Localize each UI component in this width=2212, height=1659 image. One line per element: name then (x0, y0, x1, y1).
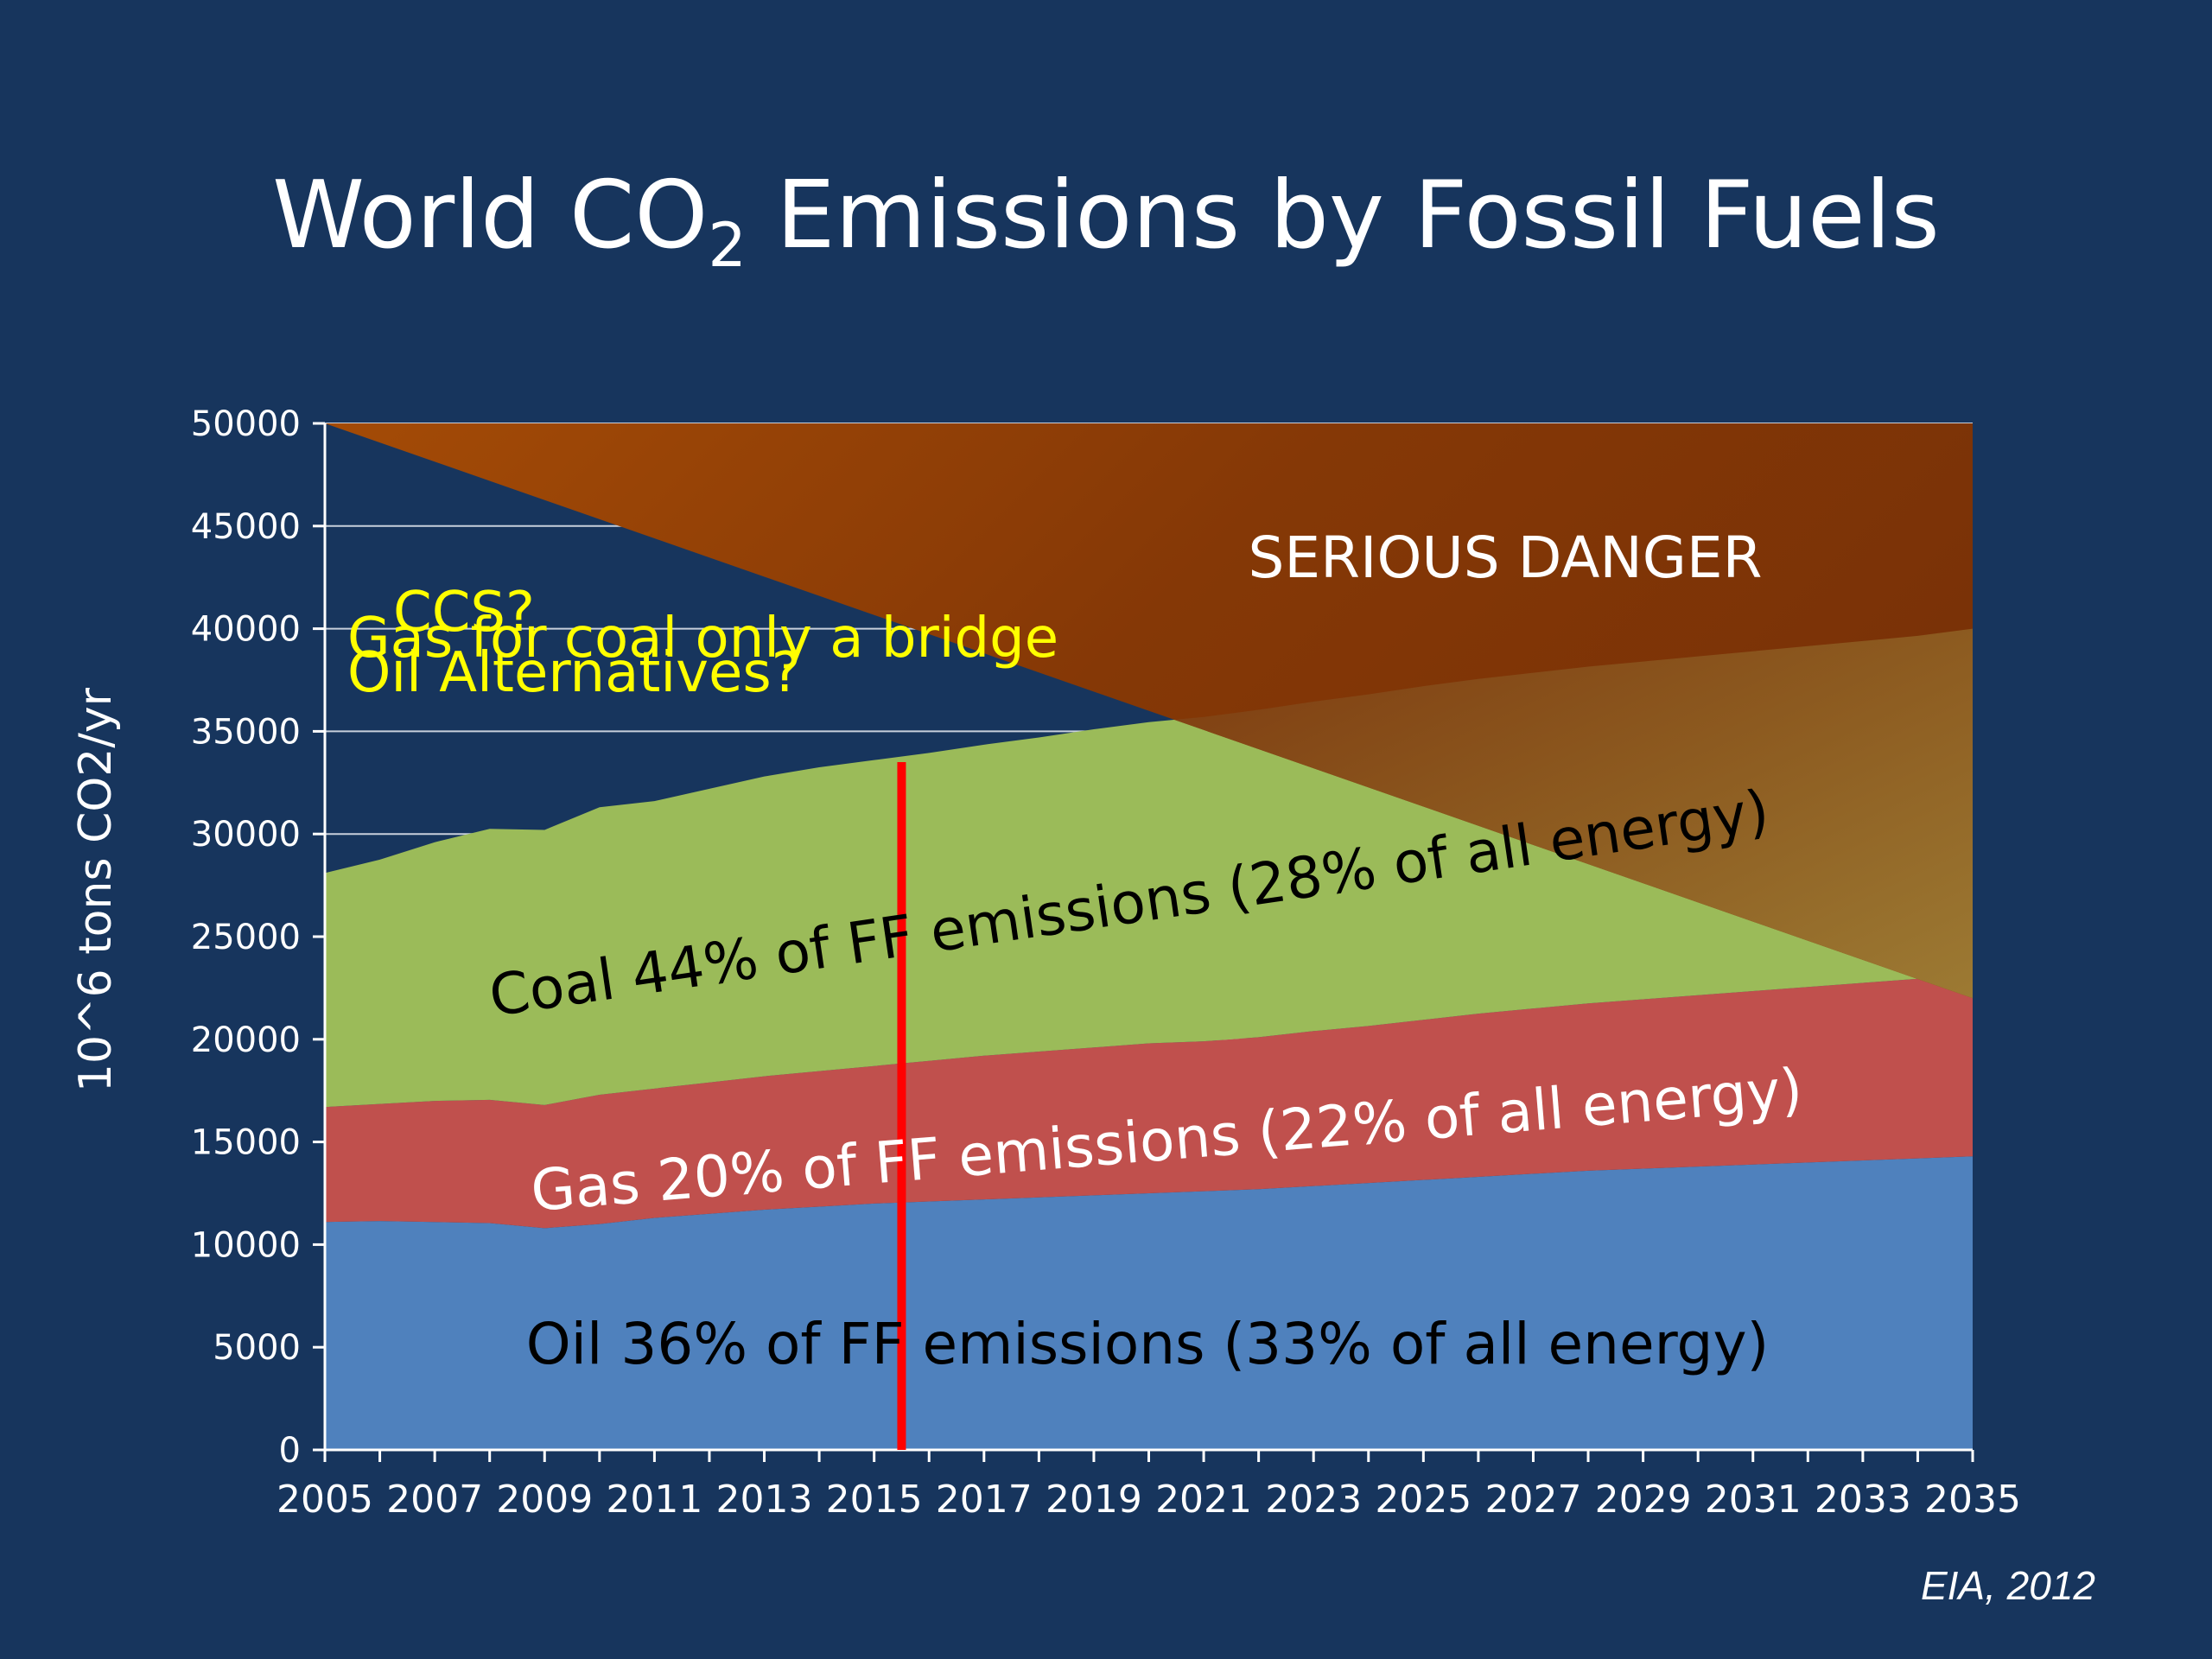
danger-region (325, 423, 1973, 999)
x-tick-label: 2019 (1046, 1478, 1142, 1522)
x-tick-label: 2025 (1375, 1478, 1471, 1522)
oil-alternatives-annotation: Oil Alternatives? (347, 641, 801, 705)
y-axis-label: 10^6 tons CO2/yr (70, 687, 122, 1092)
page-title: World CO2 Emissions by Fossil Fuels (0, 160, 2212, 276)
y-tick-label: 10000 (191, 1225, 301, 1265)
x-tick-label: 2029 (1595, 1478, 1692, 1522)
x-tick-label: 2015 (826, 1478, 923, 1522)
area-gas (325, 973, 1973, 1229)
y-tick-label: 50000 (191, 404, 301, 444)
y-tick-label: 40000 (191, 610, 301, 650)
y-tick-label: 5000 (213, 1328, 301, 1368)
y-tick-label: 30000 (191, 815, 301, 855)
series-areas (325, 628, 1973, 1450)
x-tick-label: 2023 (1265, 1478, 1362, 1522)
danger-zone (325, 423, 1973, 999)
title-rest: Emissions by Fossil Fuels (746, 162, 1940, 270)
x-tick-label: 2031 (1705, 1478, 1802, 1522)
x-tick-label: 2027 (1484, 1478, 1581, 1522)
danger-annotation: SERIOUS DANGER (1249, 524, 1763, 591)
title-subscript: 2 (708, 210, 747, 281)
x-tick-label: 2005 (276, 1478, 373, 1522)
y-tick-label: 0 (279, 1431, 301, 1471)
source-citation: EIA, 2012 (1920, 1563, 2095, 1608)
axes: 0 5000 10000 15000 20000 25000 30000 35000 40000… (191, 404, 2021, 1522)
title-main: World CO (272, 162, 709, 270)
x-tick-label: 2011 (606, 1478, 702, 1522)
x-tick-label: 2021 (1155, 1478, 1252, 1522)
y-tick-label: 15000 (191, 1123, 301, 1163)
y-tick-label: 35000 (191, 712, 301, 752)
x-tick-label: 2013 (716, 1478, 813, 1522)
bridge-annotation: Gas for coal only a bridge (347, 607, 1058, 671)
x-tick-label: 2035 (1924, 1478, 2021, 1522)
y-tick-label: 45000 (191, 507, 301, 547)
x-tick-label: 2009 (496, 1478, 593, 1522)
y-tick-label: 25000 (191, 918, 301, 957)
area-oil (325, 1156, 1973, 1450)
oil-annotation: Oil 36% of FF emissions (33% of all ener… (526, 1311, 1770, 1377)
danger-overlap-region (1174, 628, 1973, 999)
ccs-annotation: CCS? (393, 581, 535, 645)
x-tick-label: 2007 (386, 1478, 483, 1522)
x-tick-label: 2017 (936, 1478, 1033, 1522)
x-tick-label: 2033 (1815, 1478, 1911, 1522)
y-tick-label: 20000 (191, 1020, 301, 1060)
